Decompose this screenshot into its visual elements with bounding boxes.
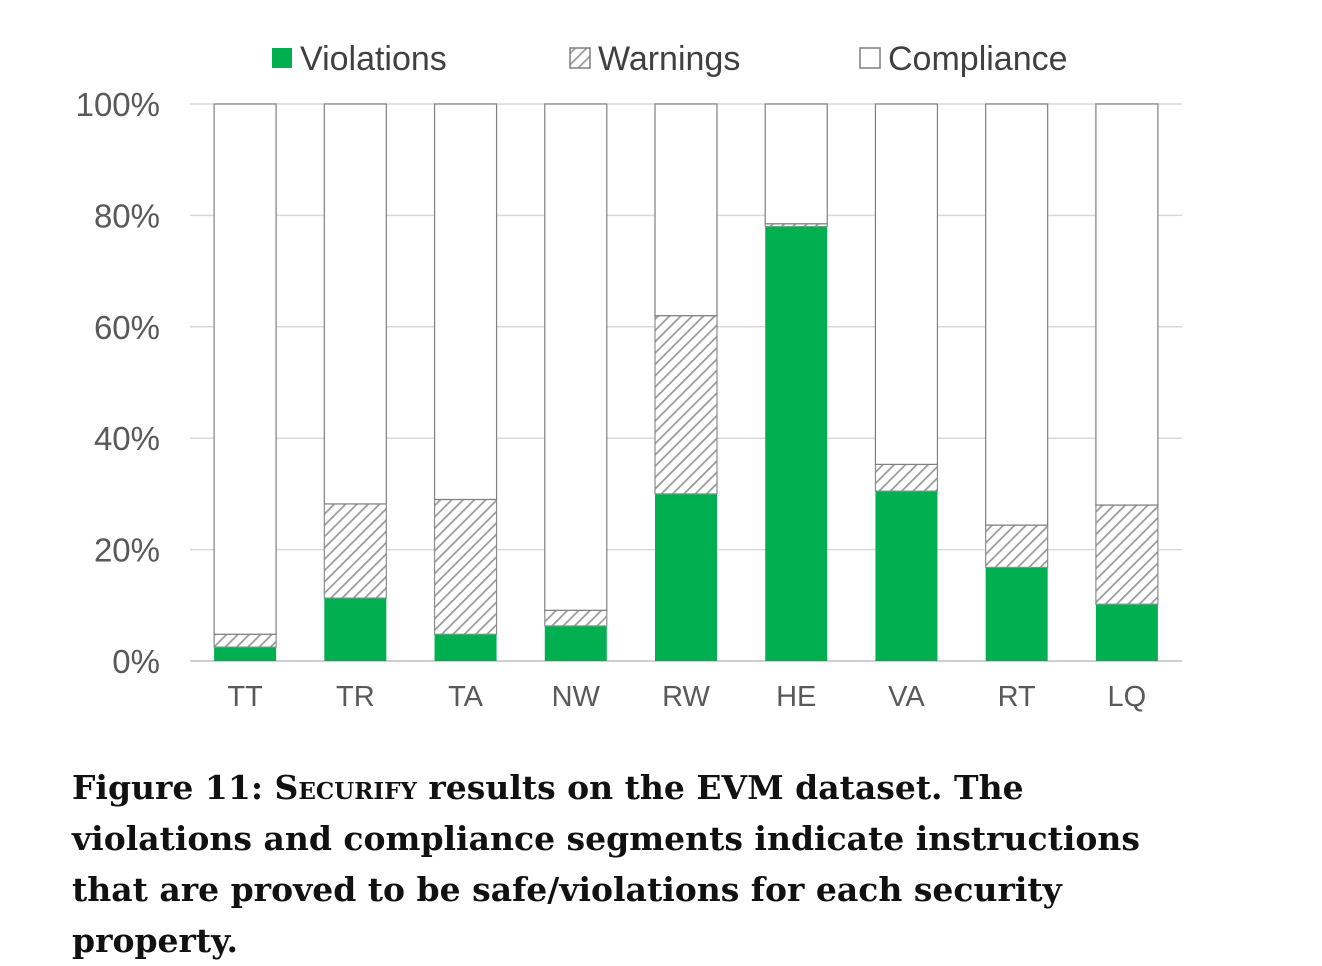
- y-tick-label: 60%: [94, 309, 160, 346]
- x-tick-label: LQ: [1108, 681, 1147, 713]
- y-tick-label: 20%: [94, 532, 160, 569]
- bar-warnings: [654, 315, 718, 495]
- x-tick-label: NW: [552, 681, 601, 713]
- legend-swatch-compliance: [859, 47, 881, 69]
- y-tick-label: 80%: [94, 197, 160, 234]
- bar-warnings: [985, 524, 1049, 569]
- bar-warnings: [544, 609, 608, 627]
- bar-warnings: [213, 633, 277, 648]
- stacked-bar-chart: 0% 20% 40% 60% 80% 100% TT TR TA NW RW HE VA RT LQ Vi…: [76, 40, 1182, 713]
- bar-compliance: [213, 103, 277, 635]
- bar-violations: [985, 567, 1048, 661]
- x-tick-label: RW: [662, 681, 710, 713]
- x-tick-label: HE: [776, 681, 816, 713]
- legend-swatch-violations: [272, 48, 292, 68]
- bar-compliance: [544, 103, 608, 611]
- bar-warnings: [433, 498, 498, 635]
- legend-label-compliance: Compliance: [888, 40, 1068, 78]
- bar-violations: [655, 493, 717, 661]
- bar-compliance: [874, 103, 939, 465]
- bar-warnings: [323, 503, 387, 599]
- y-tick-label: 100%: [76, 86, 160, 123]
- x-tick-label: VA: [888, 681, 925, 713]
- bar-compliance: [323, 103, 387, 505]
- y-tick-label: 40%: [94, 420, 160, 457]
- bar-violations: [434, 634, 497, 661]
- x-tick-label: RT: [998, 681, 1036, 713]
- bar-violations: [324, 598, 387, 661]
- bar-compliance: [433, 103, 498, 501]
- bar-compliance: [1095, 103, 1159, 506]
- x-tick-label: TT: [227, 681, 263, 713]
- bar-violations: [214, 647, 277, 661]
- y-tick-label: 0%: [112, 643, 160, 680]
- bar-warnings: [874, 463, 939, 492]
- legend-label-warnings: Warnings: [598, 40, 740, 78]
- bar-compliance: [985, 103, 1049, 526]
- x-tick-label: TA: [448, 681, 484, 713]
- caption-tool-name: Securify: [274, 768, 417, 807]
- caption-label: Figure 11:: [72, 768, 264, 807]
- bar-violations: [875, 491, 938, 661]
- y-axis: 0% 20% 40% 60% 80% 100%: [76, 86, 160, 680]
- legend: Violations Warnings Compliance: [272, 40, 1068, 78]
- bar-compliance: [654, 103, 718, 317]
- figure-caption: Figure 11: Securify results on the EVM d…: [72, 762, 1202, 966]
- x-tick-label: TR: [336, 681, 375, 713]
- bar-warnings: [1095, 504, 1159, 605]
- legend-label-violations: Violations: [300, 40, 447, 78]
- bar-violations: [1095, 604, 1158, 661]
- x-axis: TT TR TA NW RW HE VA RT LQ: [227, 681, 1146, 713]
- bars: [213, 103, 1159, 662]
- bar-compliance: [764, 103, 828, 225]
- bar-violations: [765, 226, 828, 662]
- bar-violations: [544, 625, 607, 661]
- legend-swatch-warnings: [569, 47, 591, 69]
